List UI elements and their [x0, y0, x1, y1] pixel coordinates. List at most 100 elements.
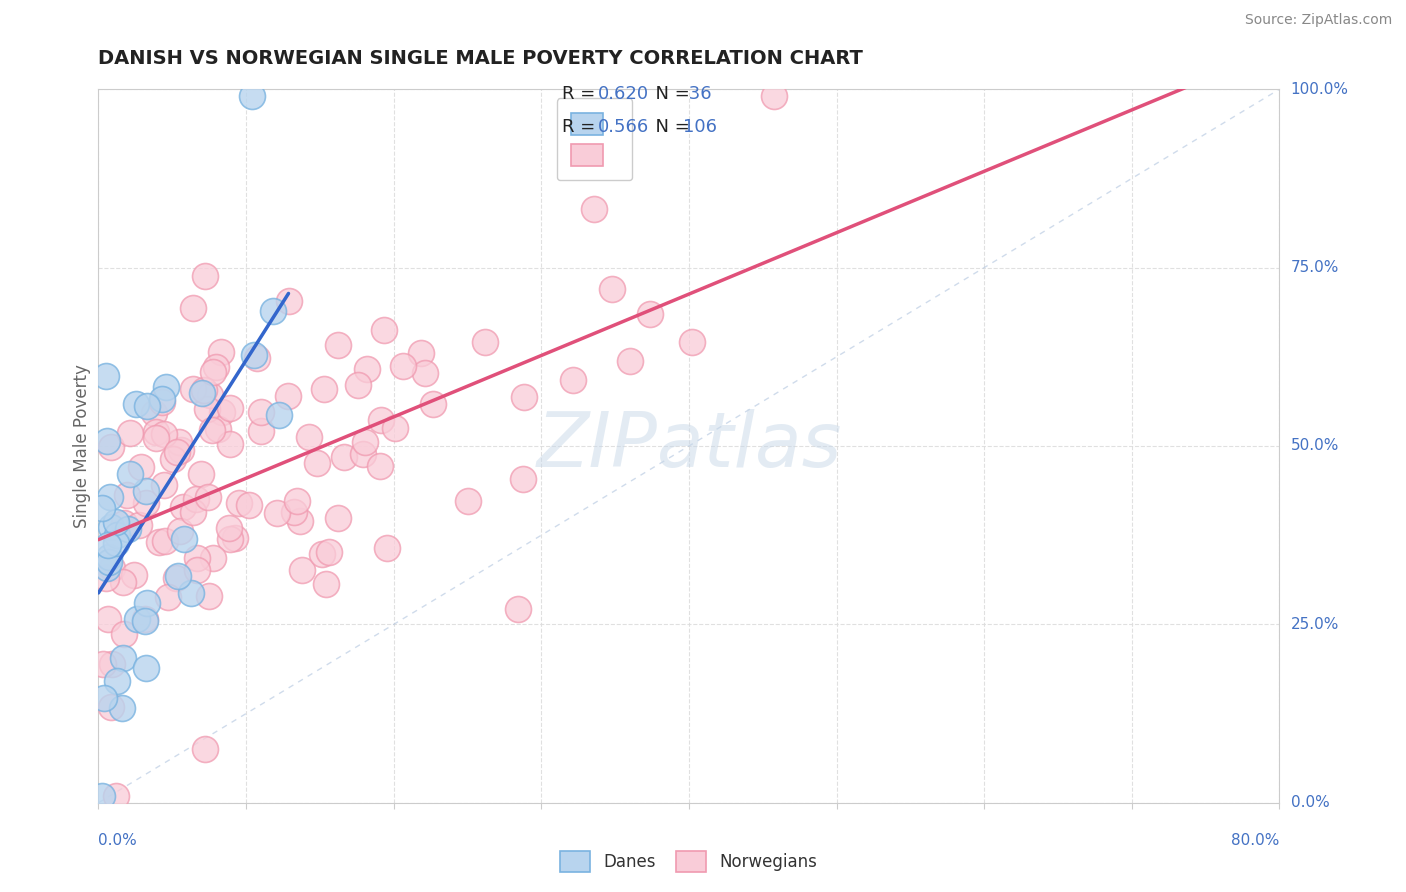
Point — [218, 401, 240, 416]
Point — [209, 345, 232, 359]
Point — [283, 506, 305, 520]
Point — [135, 495, 157, 509]
Point — [114, 627, 136, 641]
Point — [156, 590, 179, 604]
Text: 50.0%: 50.0% — [1291, 439, 1339, 453]
Point — [134, 614, 156, 628]
Point — [373, 323, 395, 337]
Point — [97, 612, 120, 626]
Point — [583, 202, 606, 216]
Point — [228, 496, 250, 510]
Text: 80.0%: 80.0% — [1232, 833, 1279, 848]
Point — [135, 660, 157, 674]
Point — [170, 442, 193, 457]
Point — [183, 505, 205, 519]
Point — [100, 700, 122, 714]
Point — [105, 674, 128, 689]
Point — [134, 612, 156, 626]
Point — [112, 574, 135, 589]
Point — [162, 452, 184, 467]
Point — [150, 395, 173, 409]
Point — [98, 490, 121, 504]
Point — [195, 401, 218, 416]
Text: DANISH VS NORWEGIAN SINGLE MALE POVERTY CORRELATION CHART: DANISH VS NORWEGIAN SINGLE MALE POVERTY … — [98, 49, 863, 68]
Point — [112, 516, 135, 531]
Point — [561, 373, 583, 387]
Point — [307, 456, 329, 470]
Point — [638, 307, 661, 321]
Point — [128, 518, 150, 533]
Point — [311, 547, 333, 561]
Point — [117, 522, 139, 536]
Point — [266, 506, 288, 520]
Text: 75.0%: 75.0% — [1291, 260, 1339, 275]
Point — [129, 460, 152, 475]
Text: 25.0%: 25.0% — [1291, 617, 1339, 632]
Point — [207, 422, 229, 436]
Text: 106: 106 — [683, 118, 717, 136]
Point — [181, 382, 204, 396]
Point — [97, 549, 120, 564]
Point — [619, 354, 641, 368]
Point — [224, 531, 246, 545]
Legend: Danes, Norwegians: Danes, Norwegians — [553, 843, 825, 880]
Point — [197, 589, 219, 603]
Point — [318, 545, 340, 559]
Point — [457, 494, 479, 508]
Point — [763, 89, 786, 103]
Text: N =: N = — [644, 85, 696, 103]
Point — [240, 89, 263, 103]
Point — [96, 434, 118, 448]
Point — [288, 514, 311, 528]
Point — [218, 521, 240, 535]
Point — [409, 345, 432, 359]
Point — [333, 450, 356, 464]
Text: R =: R = — [562, 85, 602, 103]
Text: 36: 36 — [683, 85, 711, 103]
Point — [326, 511, 349, 525]
Point — [111, 651, 134, 665]
Point — [298, 429, 321, 443]
Text: Source: ZipAtlas.com: Source: ZipAtlas.com — [1244, 13, 1392, 28]
Point — [115, 488, 138, 502]
Point — [148, 534, 170, 549]
Point — [142, 406, 165, 420]
Point — [180, 585, 202, 599]
Point — [135, 483, 157, 498]
Point — [93, 690, 115, 705]
Point — [91, 657, 114, 671]
Point — [169, 524, 191, 538]
Point — [135, 399, 157, 413]
Point — [238, 499, 260, 513]
Point — [291, 563, 314, 577]
Point — [602, 282, 624, 296]
Point — [287, 494, 309, 508]
Point — [165, 571, 187, 585]
Point — [111, 700, 134, 714]
Text: 0.620: 0.620 — [598, 85, 648, 103]
Point — [513, 390, 536, 404]
Point — [100, 560, 122, 574]
Point — [90, 500, 112, 515]
Point — [474, 334, 496, 349]
Point — [105, 536, 128, 550]
Point — [186, 550, 208, 565]
Point — [96, 561, 118, 575]
Point — [186, 563, 208, 577]
Point — [105, 528, 128, 542]
Point — [346, 378, 368, 392]
Text: N =: N = — [644, 118, 696, 136]
Point — [202, 551, 225, 566]
Point — [201, 423, 224, 437]
Point — [250, 424, 273, 438]
Point — [277, 389, 299, 403]
Point — [145, 425, 167, 440]
Point — [246, 351, 269, 365]
Point — [370, 413, 392, 427]
Point — [328, 338, 350, 352]
Point — [104, 789, 127, 803]
Text: 0.566: 0.566 — [598, 118, 648, 136]
Point — [312, 382, 335, 396]
Point — [97, 555, 120, 569]
Point — [262, 303, 284, 318]
